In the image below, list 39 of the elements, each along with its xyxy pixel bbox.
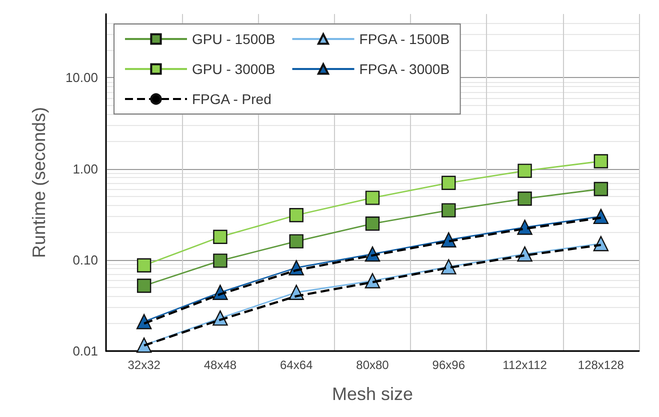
x-tick-label: 48x48 [204, 358, 237, 372]
x-tick-label: 128x128 [578, 358, 624, 372]
legend-label: FPGA - Pred [192, 91, 272, 107]
x-tick-label: 112x112 [502, 358, 548, 372]
point [441, 232, 456, 248]
y-tick-label: 0.10 [72, 252, 98, 268]
point [289, 208, 304, 222]
point [518, 192, 532, 206]
point [517, 246, 532, 262]
x-tick-label: 96x96 [432, 358, 466, 372]
x-tick-label: 80x80 [356, 358, 390, 372]
point [442, 176, 456, 190]
point [365, 190, 380, 205]
point [517, 220, 532, 235]
x-tick-label: 64x64 [280, 358, 314, 372]
point [441, 259, 456, 274]
point [213, 254, 228, 268]
point [594, 182, 608, 196]
legend-label: FPGA - 1500B [359, 31, 450, 47]
y-axis-title: Runtime (seconds) [29, 106, 49, 258]
point [213, 230, 228, 244]
point [518, 164, 532, 178]
point [289, 234, 304, 248]
legend-label: GPU - 3000B [192, 61, 276, 77]
legend-label: GPU - 1500B [192, 31, 276, 47]
point [442, 203, 456, 218]
point [136, 258, 152, 273]
point [365, 216, 380, 231]
y-tick-label: 0.01 [72, 344, 98, 358]
legend-label: FPGA - 3000B [359, 61, 450, 77]
x-tick-label: 32x32 [128, 358, 161, 372]
point [136, 338, 152, 353]
x-axis-title: Mesh size [332, 384, 414, 404]
point [594, 154, 608, 168]
point [364, 273, 380, 288]
point [136, 278, 152, 293]
y-tick-label: 1.00 [72, 161, 98, 176]
point [136, 314, 152, 330]
y-tick-label: 10.00 [65, 70, 98, 86]
